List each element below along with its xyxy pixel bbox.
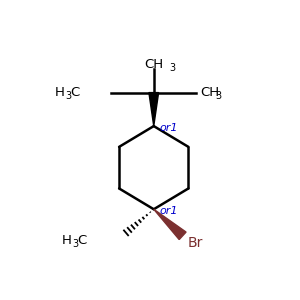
Polygon shape <box>154 209 186 240</box>
Text: H: H <box>54 86 64 99</box>
Text: H: H <box>61 234 71 247</box>
Text: Br: Br <box>187 236 202 250</box>
Text: 3: 3 <box>65 91 72 101</box>
Text: CH: CH <box>144 58 163 71</box>
Text: CH: CH <box>200 86 219 99</box>
Text: C: C <box>70 86 80 99</box>
Text: or1: or1 <box>160 123 178 133</box>
Text: 3: 3 <box>215 91 221 101</box>
Text: or1: or1 <box>160 206 178 216</box>
Text: C: C <box>77 234 87 247</box>
Text: 3: 3 <box>72 239 79 249</box>
Text: 3: 3 <box>169 63 175 73</box>
Polygon shape <box>149 93 159 126</box>
